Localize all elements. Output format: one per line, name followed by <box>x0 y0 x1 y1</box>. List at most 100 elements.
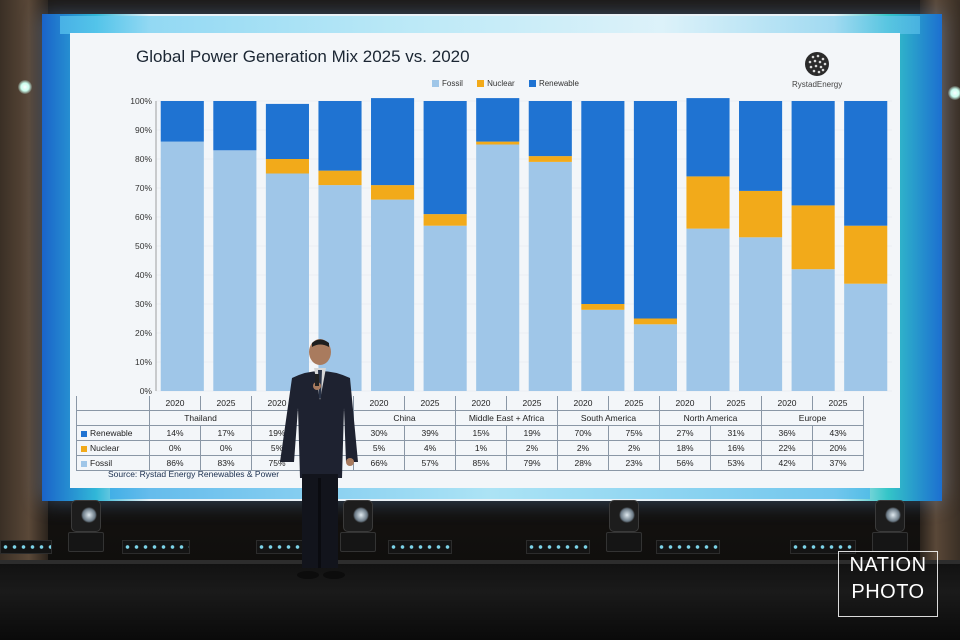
year-header: 2025 <box>812 396 864 411</box>
region-header: Thailand <box>149 410 252 426</box>
nation-photo-watermark: NATION PHOTO <box>838 551 938 617</box>
year-header: 2025 <box>710 396 762 411</box>
row-label: Fossil <box>76 455 150 471</box>
region-header: South America <box>557 410 660 426</box>
bar-renewable <box>633 101 677 319</box>
bar-renewable <box>318 101 362 171</box>
table-row: Fossil 86% 83% 75% 66% 57% 85% 79% 28% 23% 56% 53% 4… <box>76 455 864 471</box>
bar-nuclear <box>633 318 677 325</box>
legend-label-renewable: Renewable <box>538 79 579 88</box>
table-cell: 56% <box>659 455 711 471</box>
y-tick-label: 0% <box>140 386 153 396</box>
bar-fossil <box>160 141 204 391</box>
year-header: 2020 <box>761 396 813 411</box>
table-cell: 37% <box>812 455 864 471</box>
bar-fossil <box>686 228 730 391</box>
moving-head-light <box>872 500 908 554</box>
table-cell: 36% <box>761 425 813 441</box>
bar-nuclear <box>476 141 520 145</box>
table-cell: 15% <box>455 425 507 441</box>
row-swatch <box>81 460 87 467</box>
table-cell: 4% <box>404 440 456 456</box>
year-header: 2025 <box>200 396 252 411</box>
table-cell: 57% <box>404 455 456 471</box>
bar-nuclear <box>371 185 415 200</box>
y-tick-label: 80% <box>135 154 152 164</box>
table-cell: 1% <box>455 440 507 456</box>
led-bar-light <box>388 540 452 554</box>
table-year-row: 2020202520202025202020252020202520202025… <box>76 396 864 411</box>
bar-fossil <box>371 199 415 391</box>
row-label: Nuclear <box>76 440 150 456</box>
table-cell: 0% <box>149 440 201 456</box>
moving-head-light <box>606 500 642 554</box>
region-header: Europe <box>761 410 864 426</box>
bar-fossil <box>791 269 835 391</box>
bar-renewable <box>844 101 888 226</box>
legend-swatch-fossil <box>432 80 439 88</box>
region-header: China <box>353 410 456 426</box>
y-tick-label: 60% <box>135 212 152 222</box>
bar-fossil <box>581 309 625 391</box>
speaker-person <box>280 339 358 579</box>
left-spotlight <box>18 80 32 94</box>
bar-renewable <box>371 98 415 186</box>
led-bar-light <box>0 540 52 554</box>
legend-swatch-renewable <box>528 80 536 88</box>
bar-nuclear <box>423 214 467 226</box>
y-tick-label: 100% <box>130 96 152 106</box>
bar-renewable <box>791 101 835 206</box>
stage-edge <box>0 560 960 564</box>
bar-renewable <box>213 101 257 151</box>
bar-fossil <box>633 324 677 391</box>
table-row: Nuclear 0% 0% 5% 5% 4% 1% 2% 2% 2% 18% 16% 22% 20% <box>76 440 864 456</box>
table-cell: 39% <box>404 425 456 441</box>
bar-fossil <box>265 173 309 391</box>
stacked-bar-chart: 0% 10% 20% 30% 40% 50% 60% 70% 80% 90% 100% <box>130 96 892 396</box>
bar-fossil <box>739 237 783 391</box>
bar-nuclear <box>528 156 572 162</box>
moving-head-light <box>340 500 376 554</box>
bar-nuclear <box>844 225 888 284</box>
watermark-line1: NATION <box>849 554 927 576</box>
region-header: Middle East + Africa <box>455 410 558 426</box>
right-spotlight <box>948 86 960 100</box>
led-bar-light <box>122 540 190 554</box>
bar-fossil <box>476 144 520 391</box>
table-cell: 14% <box>149 425 201 441</box>
table-cell: 23% <box>608 455 660 471</box>
year-header: 2025 <box>506 396 558 411</box>
bar-nuclear <box>265 159 309 174</box>
ceiling <box>0 0 960 14</box>
year-header: 2020 <box>557 396 609 411</box>
table-cell: 2% <box>506 440 558 456</box>
row-label: Renewable <box>76 425 150 441</box>
bar-nuclear <box>791 205 835 270</box>
year-header: 2025 <box>608 396 660 411</box>
y-tick-label: 30% <box>135 299 152 309</box>
table-row: Renewable 14% 17% 19% 30% 39% 15% 19% 70% 75% 27% 3… <box>76 425 864 441</box>
data-table: 2020202520202025202020252020202520202025… <box>76 396 864 471</box>
bar-fossil <box>844 283 888 391</box>
bar-fossil <box>528 161 572 391</box>
table-cell: 53% <box>710 455 762 471</box>
table-cell: 79% <box>506 455 558 471</box>
rystad-logo-icon <box>805 52 829 76</box>
row-swatch <box>81 445 87 452</box>
table-cell: 22% <box>761 440 813 456</box>
table-cell: 17% <box>200 425 252 441</box>
table-cell: 2% <box>608 440 660 456</box>
table-cell: 19% <box>506 425 558 441</box>
year-header: 2020 <box>149 396 201 411</box>
table-cell: 70% <box>557 425 609 441</box>
bar-renewable <box>739 101 783 191</box>
bar-renewable <box>265 103 309 159</box>
row-label-text: Fossil <box>90 458 113 468</box>
y-tick-label: 40% <box>135 270 152 280</box>
table-cell: 31% <box>710 425 762 441</box>
bar-renewable <box>686 98 730 177</box>
table-corner <box>76 396 150 411</box>
y-tick-label: 10% <box>135 357 152 367</box>
bar-fossil <box>213 150 257 391</box>
bar-renewable <box>423 101 467 215</box>
